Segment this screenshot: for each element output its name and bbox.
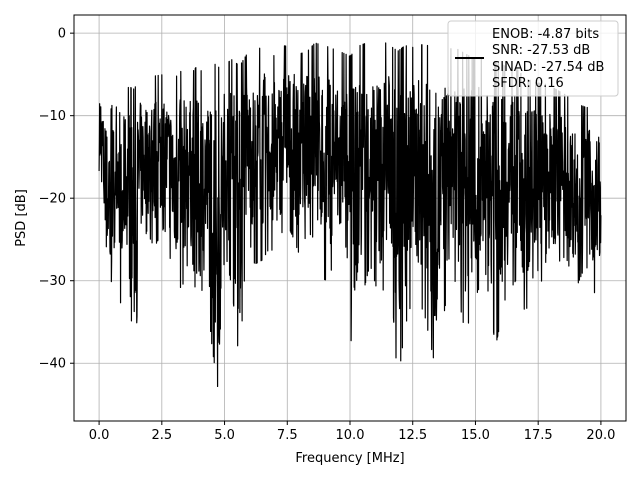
x-axis-label: Frequency [MHz] — [295, 451, 404, 466]
x-tick-label: 2.5 — [151, 428, 172, 443]
x-axis-ticks: 0.0 2.5 5.0 7.5 10.0 12.5 15.0 17.5 20.0 — [89, 421, 615, 443]
y-axis-ticks: 0 −10 −20 −30 −40 — [39, 27, 74, 372]
plot-area — [98, 42, 602, 388]
x-tick-label: 5.0 — [214, 428, 235, 443]
legend: ENOB: -4.87 bits SNR: -27.53 dB SINAD: -… — [447, 20, 619, 97]
legend-line-sfdr: SFDR: 0.16 — [492, 76, 564, 91]
x-tick-label: 7.5 — [277, 428, 298, 443]
x-tick-label: 12.5 — [398, 428, 427, 443]
x-tick-label: 15.0 — [461, 428, 490, 443]
y-tick-label: −40 — [39, 357, 66, 372]
legend-line-sinad: SINAD: -27.54 dB — [492, 60, 604, 75]
y-tick-label: −10 — [39, 109, 66, 124]
y-tick-label: 0 — [58, 27, 66, 42]
legend-line-enob: ENOB: -4.87 bits — [492, 27, 599, 42]
legend-line-snr: SNR: -27.53 dB — [492, 43, 590, 58]
y-tick-label: −30 — [39, 274, 66, 289]
x-tick-label: 10.0 — [336, 428, 365, 443]
x-tick-label: 20.0 — [586, 428, 615, 443]
psd-series-line — [98, 42, 602, 388]
legend-box — [447, 20, 619, 97]
y-axis-label: PSD [dB] — [14, 189, 29, 247]
x-tick-label: 0.0 — [89, 428, 110, 443]
x-tick-label: 17.5 — [524, 428, 553, 443]
y-tick-label: −20 — [39, 192, 66, 207]
